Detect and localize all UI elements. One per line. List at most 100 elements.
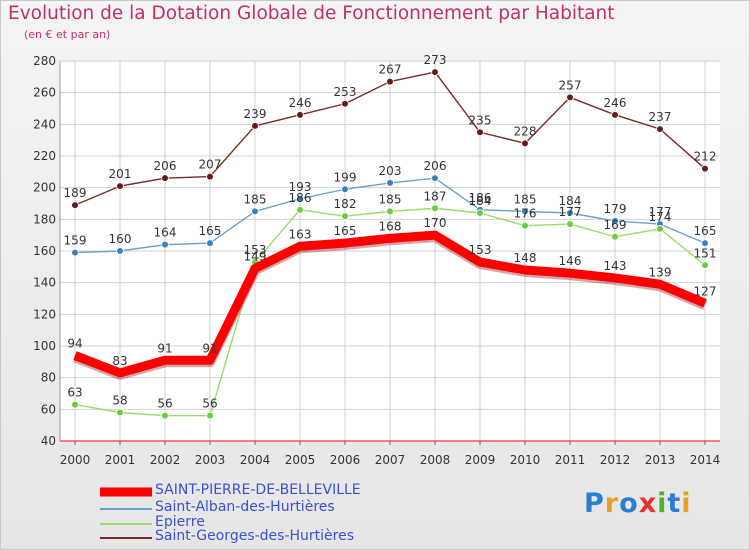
data-label: 239 <box>244 107 267 121</box>
data-label: 160 <box>109 232 132 246</box>
data-label: 153 <box>469 243 492 257</box>
logo-letter: o <box>619 488 639 519</box>
data-label: 185 <box>379 192 402 206</box>
data-point <box>386 179 394 187</box>
data-point <box>296 206 304 214</box>
y-tick-label: 100 <box>33 339 56 353</box>
data-label: 176 <box>514 207 537 221</box>
data-label: 185 <box>514 192 537 206</box>
legend-label-saint-pierre: SAINT-PIERRE-DE-BELLEVILLE <box>155 482 361 498</box>
data-label: 169 <box>604 218 627 232</box>
data-point <box>341 212 349 220</box>
data-point <box>566 220 574 228</box>
x-tick-label: 2011 <box>555 453 586 467</box>
y-tick-label: 160 <box>33 244 56 258</box>
y-tick-label: 60 <box>41 402 56 416</box>
data-point <box>566 93 574 102</box>
data-label: 168 <box>379 219 402 233</box>
data-point <box>431 68 439 76</box>
legend-item-saint-georges: Saint-Georges-des-Hurtières <box>100 528 400 546</box>
data-label: 165 <box>199 224 222 238</box>
data-label: 246 <box>604 96 627 110</box>
y-tick-label: 240 <box>33 117 56 131</box>
x-tick-label: 2002 <box>150 453 181 467</box>
data-point <box>116 408 124 417</box>
data-label: 186 <box>289 191 312 205</box>
data-label: 139 <box>649 265 672 279</box>
data-point <box>161 174 169 182</box>
data-label: 212 <box>694 150 717 164</box>
data-label: 56 <box>202 397 217 411</box>
data-label: 184 <box>559 194 582 208</box>
data-label: 151 <box>694 246 717 260</box>
legend-label-saint-alban: Saint-Alban-des-Hurtières <box>155 499 335 515</box>
data-point <box>206 411 214 420</box>
data-point <box>296 194 304 203</box>
data-label: 149 <box>244 249 267 263</box>
y-tick-label: 220 <box>33 149 56 163</box>
data-label: 253 <box>334 85 357 99</box>
data-point <box>611 217 619 225</box>
data-point <box>71 248 79 257</box>
data-label: 185 <box>244 192 267 206</box>
data-label: 165 <box>694 224 717 238</box>
data-point <box>386 207 394 216</box>
series-line <box>73 230 707 378</box>
data-label: 206 <box>424 159 447 173</box>
proxiti-logo: Proxiti <box>584 488 692 519</box>
legend-swatch-saint-alban <box>100 508 152 510</box>
data-label: 199 <box>334 170 357 184</box>
data-label: 201 <box>109 167 132 181</box>
data-point <box>701 261 709 270</box>
data-point <box>116 247 124 255</box>
data-label: 273 <box>424 53 447 67</box>
data-point <box>656 225 664 233</box>
data-point <box>116 182 124 190</box>
y-tick-label: 40 <box>41 434 56 448</box>
data-label: 187 <box>424 189 447 203</box>
data-label: 58 <box>112 394 127 408</box>
data-point <box>476 128 484 137</box>
data-point <box>431 204 439 213</box>
x-tick-label: 2013 <box>645 453 676 467</box>
data-label: 177 <box>559 205 582 219</box>
data-point <box>701 239 709 247</box>
data-point <box>251 122 259 130</box>
logo-letter: r <box>604 488 620 519</box>
data-label: 177 <box>649 205 672 219</box>
data-point <box>71 400 79 409</box>
data-point <box>251 207 259 216</box>
x-tick-label: 2007 <box>375 453 406 467</box>
y-tick-label: 180 <box>33 212 56 226</box>
data-label: 193 <box>289 180 312 194</box>
data-label: 91 <box>157 341 172 355</box>
y-tick-label: 280 <box>33 54 56 68</box>
data-point <box>611 111 619 119</box>
data-label: 189 <box>64 186 87 200</box>
legend-swatch-epierre <box>100 523 152 525</box>
x-tick-label: 2005 <box>285 453 316 467</box>
data-label: 146 <box>559 254 582 268</box>
data-label: 179 <box>604 202 627 216</box>
data-label: 257 <box>559 78 582 92</box>
y-tick-label: 120 <box>33 307 56 321</box>
data-label: 63 <box>67 386 82 400</box>
data-label: 153 <box>244 243 267 257</box>
logo-letter: i <box>657 488 668 519</box>
data-point <box>521 139 529 148</box>
data-label: 267 <box>379 63 402 77</box>
data-point <box>341 99 349 108</box>
x-tick-label: 2006 <box>330 453 361 467</box>
data-label: 186 <box>469 191 492 205</box>
data-label: 83 <box>112 354 127 368</box>
data-point <box>701 164 709 173</box>
chart-subtitle: (en € et par an) <box>24 28 111 41</box>
data-point <box>206 172 214 181</box>
data-label: 148 <box>514 251 537 265</box>
y-tick-label: 80 <box>41 371 56 385</box>
data-point <box>71 201 79 209</box>
legend-item-saint-pierre: SAINT-PIERRE-DE-BELLEVILLE <box>100 482 400 500</box>
data-point <box>341 185 349 194</box>
x-tick-label: 2014 <box>690 453 721 467</box>
